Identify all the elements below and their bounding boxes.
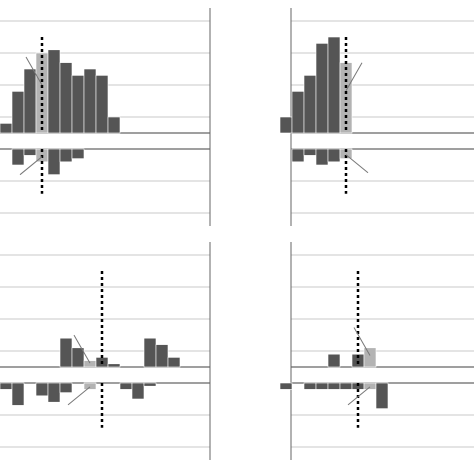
bar-lower bbox=[327, 382, 341, 390]
bar-upper bbox=[291, 91, 305, 134]
bar-lower bbox=[11, 148, 25, 166]
bar-lower bbox=[59, 148, 73, 163]
bar-lower bbox=[279, 382, 293, 390]
bar-upper bbox=[155, 344, 169, 368]
bar-lower bbox=[23, 148, 37, 156]
bar-upper bbox=[0, 123, 13, 134]
bar-lower bbox=[131, 382, 145, 400]
callout-line-upper bbox=[73, 334, 91, 364]
bar-upper bbox=[47, 49, 61, 134]
panel-top-left bbox=[0, 8, 211, 226]
bar-upper bbox=[71, 75, 85, 134]
bar-upper bbox=[303, 75, 317, 134]
bar-lower bbox=[0, 382, 13, 390]
callout-line-lower bbox=[347, 386, 371, 406]
callout-line-upper bbox=[345, 62, 363, 92]
callout-line-lower bbox=[345, 154, 369, 174]
bar-lower bbox=[363, 382, 377, 390]
bar-lower bbox=[303, 382, 317, 390]
bar-lower bbox=[327, 148, 341, 163]
bar-upper bbox=[107, 363, 121, 368]
bar-lower bbox=[47, 382, 61, 403]
bar-upper bbox=[95, 75, 109, 134]
bar-upper bbox=[71, 347, 85, 368]
bar-lower bbox=[315, 382, 329, 390]
panel-top-right bbox=[279, 8, 474, 226]
bar-upper bbox=[315, 43, 329, 134]
bar-lower bbox=[339, 382, 353, 390]
bar-lower bbox=[291, 148, 305, 163]
bar-upper bbox=[107, 116, 121, 134]
bar-upper bbox=[327, 353, 341, 368]
bar-lower bbox=[11, 382, 25, 406]
bar-upper bbox=[23, 68, 37, 134]
bar-upper bbox=[83, 360, 97, 368]
callout-line-lower bbox=[67, 386, 91, 406]
bar-lower bbox=[119, 382, 133, 390]
bar-upper bbox=[279, 116, 293, 134]
bar-upper bbox=[59, 62, 73, 134]
bar-lower bbox=[71, 148, 85, 159]
bar-lower bbox=[375, 382, 389, 409]
bar-upper bbox=[11, 91, 25, 134]
bar-upper bbox=[143, 337, 157, 368]
bar-lower bbox=[59, 382, 73, 393]
callout-line-upper bbox=[353, 327, 371, 356]
bar-lower bbox=[143, 382, 157, 387]
bar-upper bbox=[363, 347, 377, 368]
bar-lower bbox=[315, 148, 329, 166]
bar-upper bbox=[83, 68, 97, 134]
bar-lower bbox=[303, 148, 317, 156]
bar-upper bbox=[327, 36, 341, 134]
callout-line-lower bbox=[19, 156, 43, 176]
callout-line-upper bbox=[25, 56, 43, 86]
bar-upper bbox=[167, 357, 181, 368]
bar-lower bbox=[83, 382, 97, 390]
panel-bottom-right bbox=[279, 242, 474, 460]
bar-lower bbox=[47, 148, 61, 175]
bar-lower bbox=[35, 382, 49, 397]
bar-upper bbox=[59, 337, 73, 368]
panel-bottom-left bbox=[0, 242, 211, 460]
